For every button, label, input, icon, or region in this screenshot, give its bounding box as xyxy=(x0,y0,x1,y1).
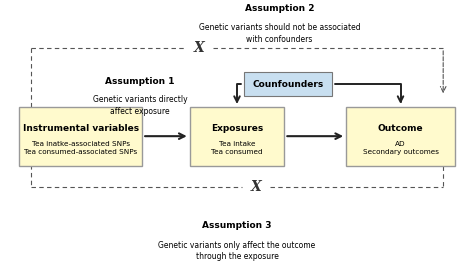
Text: Genetic variants should not be associated
with confounders: Genetic variants should not be associate… xyxy=(199,23,360,44)
Text: Assumption 1: Assumption 1 xyxy=(105,77,174,86)
Text: X: X xyxy=(194,41,204,55)
FancyBboxPatch shape xyxy=(244,72,332,96)
Text: Outcome: Outcome xyxy=(378,124,423,133)
FancyBboxPatch shape xyxy=(346,107,455,166)
FancyBboxPatch shape xyxy=(190,107,284,166)
Text: X: X xyxy=(251,180,261,194)
Text: AD
Secondary outcomes: AD Secondary outcomes xyxy=(363,141,438,155)
Text: Genetic variants directly
affect exposure: Genetic variants directly affect exposur… xyxy=(92,95,187,116)
Text: Counfounders: Counfounders xyxy=(252,80,324,89)
Text: Instrumental variables: Instrumental variables xyxy=(23,124,138,133)
Text: Genetic variants only affect the outcome
through the exposure: Genetic variants only affect the outcome… xyxy=(158,241,316,261)
Text: Tea inatke-associated SNPs
Tea consumed-associated SNPs: Tea inatke-associated SNPs Tea consumed-… xyxy=(24,141,137,155)
FancyBboxPatch shape xyxy=(19,107,142,166)
Text: Assumption 2: Assumption 2 xyxy=(245,3,314,13)
Text: Exposures: Exposures xyxy=(211,124,263,133)
Text: Assumption 3: Assumption 3 xyxy=(202,221,272,230)
Text: Tea intake
Tea consumed: Tea intake Tea consumed xyxy=(211,141,263,155)
